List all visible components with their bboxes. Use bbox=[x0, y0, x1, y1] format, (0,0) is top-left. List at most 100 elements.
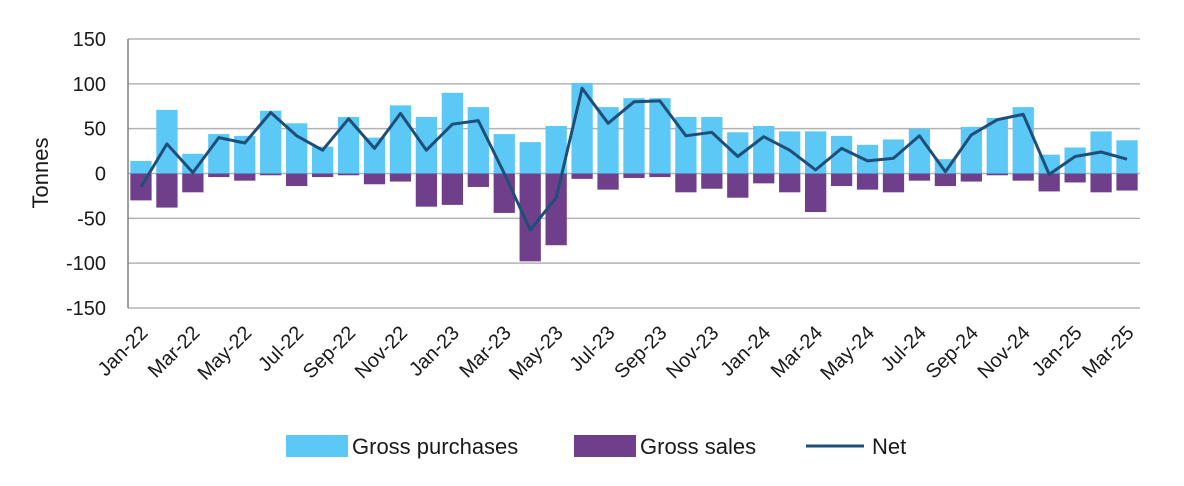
gross-sales-bar bbox=[1064, 173, 1086, 183]
gross-sales-bar bbox=[830, 173, 853, 187]
legend: Gross purchases Gross sales Net bbox=[286, 434, 906, 459]
gross-sales-bar bbox=[234, 173, 256, 181]
x-tick-label: May-23 bbox=[505, 322, 568, 385]
gross-purchases-bar bbox=[779, 131, 801, 174]
gross-sales-bar bbox=[1012, 173, 1034, 181]
gross-purchases-bar bbox=[156, 109, 178, 174]
gross-sales-bar bbox=[1038, 173, 1060, 192]
x-tick-label: Nov-23 bbox=[662, 322, 723, 383]
gross-purchases-bar bbox=[363, 137, 386, 174]
x-tick-label: Jan-22 bbox=[94, 322, 153, 381]
gross-sales-bar bbox=[727, 173, 749, 198]
gross-sales-bar bbox=[441, 173, 463, 205]
legend-label-gross-purchases: Gross purchases bbox=[352, 434, 518, 459]
net-line-layer bbox=[139, 86, 1128, 232]
gross-sales-bar bbox=[156, 173, 178, 208]
x-tick-label: Jan-24 bbox=[716, 322, 775, 381]
gross-purchases-bar bbox=[1116, 140, 1138, 174]
gross-purchases-bar bbox=[260, 110, 282, 174]
x-tick-label: Nov-24 bbox=[974, 322, 1035, 383]
gross-purchases-bar bbox=[286, 123, 308, 174]
y-tick-label: -50 bbox=[77, 208, 106, 230]
gross-sales-bar bbox=[753, 173, 775, 184]
x-tick-label: Sep-24 bbox=[922, 322, 983, 383]
gross-purchases-bar bbox=[130, 160, 152, 174]
x-tick-label: Jan-25 bbox=[1028, 322, 1087, 381]
x-tick-label: Mar-23 bbox=[455, 322, 515, 382]
gross-purchases-bar bbox=[519, 142, 541, 174]
gross-sales-bar bbox=[519, 173, 541, 262]
y-tick-label: 50 bbox=[84, 119, 106, 141]
gross-sales-bar bbox=[415, 173, 438, 207]
gross-purchases-bar bbox=[415, 117, 438, 174]
x-tick-label: May-24 bbox=[816, 322, 879, 385]
gross-sales-bar bbox=[389, 173, 412, 182]
gross-sales-bar bbox=[623, 173, 645, 178]
bars bbox=[130, 82, 1138, 262]
gross-sales-bar bbox=[311, 173, 334, 178]
gross-purchases-bar bbox=[467, 107, 489, 174]
legend-swatch-gross-sales bbox=[574, 435, 636, 457]
gross-sales-bar bbox=[649, 173, 671, 178]
y-tick-label: 100 bbox=[73, 74, 106, 96]
x-tick-label: Sep-23 bbox=[610, 322, 671, 383]
gross-purchases-bar bbox=[1064, 147, 1086, 174]
gross-purchases-bar bbox=[545, 125, 567, 174]
gross-purchases-bar bbox=[597, 107, 619, 174]
gross-sales-bar bbox=[908, 173, 931, 181]
gross-purchases-bar bbox=[753, 125, 775, 174]
gross-sales-bar bbox=[545, 173, 567, 246]
y-tick-label: 150 bbox=[73, 29, 106, 51]
gross-sales-bar bbox=[260, 173, 282, 176]
gross-sales-bar bbox=[779, 173, 801, 193]
gross-sales-bar bbox=[805, 173, 827, 213]
x-tick-label: Sep-22 bbox=[299, 322, 360, 383]
y-tick-labels: 150 100 50 0 -50 -100 -150 bbox=[66, 29, 106, 320]
gross-sales-bar bbox=[856, 173, 879, 190]
gross-purchases-bar bbox=[337, 117, 360, 174]
x-tick-label: Mar-24 bbox=[767, 322, 827, 382]
x-tick-label: Jan-23 bbox=[405, 322, 464, 381]
gross-purchases-bar bbox=[234, 135, 256, 174]
y-tick-label: -100 bbox=[66, 253, 106, 275]
gross-sales-bar bbox=[1090, 173, 1112, 193]
gross-sales-bar bbox=[182, 173, 204, 193]
net-line bbox=[139, 86, 1128, 232]
gross-purchases-bar bbox=[493, 134, 515, 174]
gross-purchases-bar bbox=[960, 126, 982, 174]
gross-purchases-bar bbox=[856, 144, 879, 174]
gross-purchases-bar bbox=[649, 98, 671, 174]
x-tick-label: Mar-25 bbox=[1078, 322, 1138, 382]
y-tick-label: -150 bbox=[66, 298, 106, 320]
gross-purchases-bar bbox=[830, 135, 853, 174]
gross-sales-bar bbox=[363, 173, 386, 185]
gross-purchases-bar bbox=[623, 98, 645, 174]
legend-label-gross-sales: Gross sales bbox=[640, 434, 756, 459]
gross-sales-bar bbox=[337, 173, 360, 176]
gross-sales-bar bbox=[986, 173, 1008, 176]
x-tick-label: May-22 bbox=[194, 322, 257, 385]
gross-sales-bar bbox=[467, 173, 489, 187]
y-tick-label: 0 bbox=[95, 164, 106, 186]
gross-sales-bar bbox=[960, 173, 982, 182]
gross-sales-bar bbox=[934, 173, 957, 187]
x-tick-label: Mar-22 bbox=[144, 322, 204, 382]
x-tick-labels: Jan-22Mar-22May-22Jul-22Sep-22Nov-22Jan-… bbox=[94, 322, 1139, 385]
gross-sales-bar bbox=[208, 173, 230, 178]
gross-sales-bar bbox=[701, 173, 723, 189]
gross-sales-bar bbox=[286, 173, 308, 187]
gross-purchases-bar bbox=[986, 117, 1008, 174]
gross-purchases-bar bbox=[727, 132, 749, 174]
gross-sales-bar bbox=[882, 173, 905, 193]
gross-sales-bar bbox=[571, 173, 593, 179]
gross-purchases-bar bbox=[805, 131, 827, 174]
gross-sales-bar bbox=[597, 173, 619, 190]
legend-label-net: Net bbox=[872, 434, 906, 459]
x-tick-label: Nov-22 bbox=[351, 322, 412, 383]
gross-sales-bar bbox=[675, 173, 697, 193]
gross-purchases-bar bbox=[701, 117, 723, 174]
gross-purchases-bar bbox=[441, 92, 463, 174]
legend-swatch-gross-purchases bbox=[286, 435, 348, 457]
gross-purchases-bar bbox=[311, 146, 334, 174]
